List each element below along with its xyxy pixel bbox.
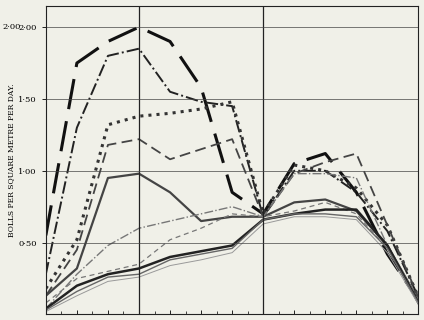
- Text: 2·00: 2·00: [3, 23, 21, 31]
- Y-axis label: BOLLS PER SQUARE METRE PER DAY.: BOLLS PER SQUARE METRE PER DAY.: [7, 83, 15, 237]
